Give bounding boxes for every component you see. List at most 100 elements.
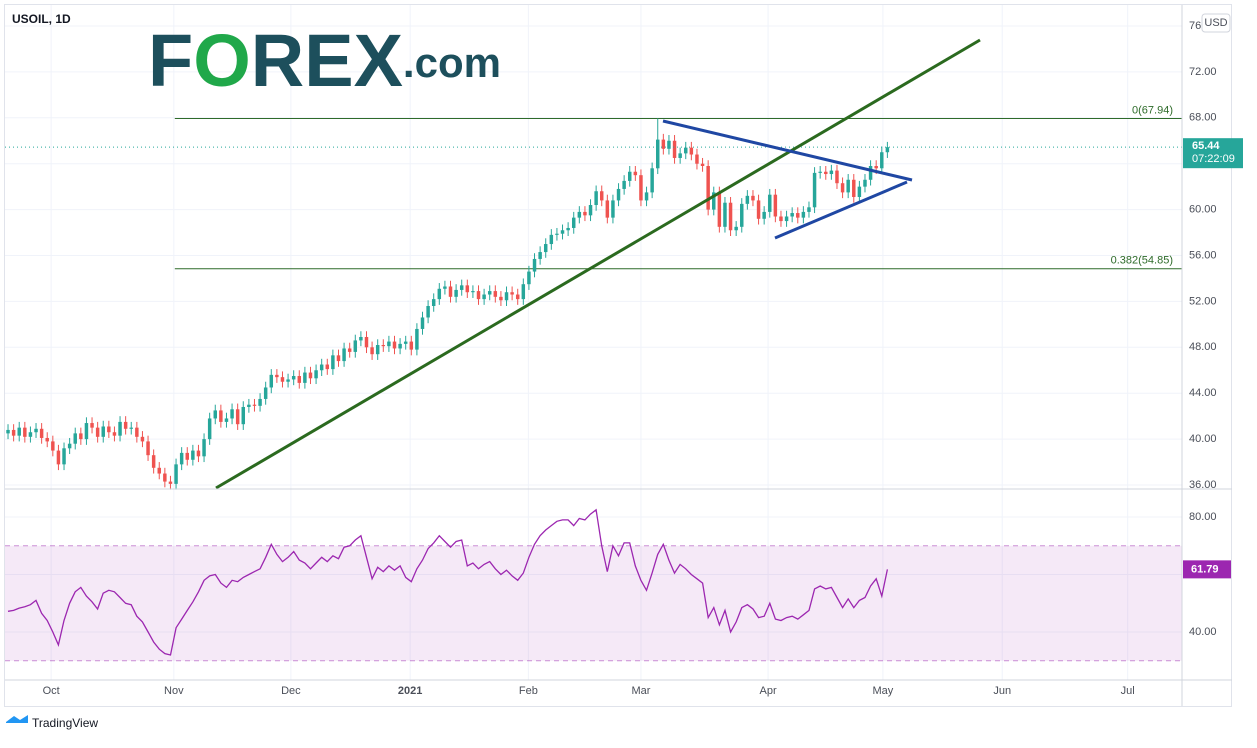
candle-body [375, 345, 380, 355]
candle-body [751, 195, 755, 201]
candle-body [207, 418, 212, 440]
footer-brand[interactable]: TradingView [32, 716, 98, 730]
candle-body [381, 345, 386, 347]
rsi-last-label: 61.79 [1191, 563, 1219, 575]
candle-body [303, 372, 307, 383]
candle-body [280, 377, 285, 382]
candle-body [157, 467, 161, 474]
y-tick-label: 52.00 [1189, 295, 1217, 307]
rsi-line [7, 508, 889, 656]
last-price-box [1183, 138, 1243, 169]
candle-body [728, 202, 733, 231]
candle-body [62, 448, 66, 465]
candle-body [443, 286, 447, 289]
candle-body [527, 271, 531, 285]
candle-body [308, 372, 313, 379]
candle-body [633, 171, 638, 176]
fib-label: 0(67.94) [1132, 104, 1173, 116]
candle-body [56, 450, 61, 465]
candle-body [359, 336, 363, 341]
candle-body [347, 348, 352, 352]
logo-text: FOREX.com [148, 19, 501, 102]
candle-body [571, 217, 576, 228]
candle-body [616, 188, 621, 201]
candle-body [790, 213, 794, 217]
candle-body [639, 175, 643, 201]
y-tick-label: 80.00 [1189, 511, 1217, 523]
x-tick-label: Nov [164, 685, 184, 697]
candle-body [51, 441, 55, 451]
candle-body [342, 348, 346, 362]
y-tick-label: 44.00 [1189, 387, 1217, 399]
candle-body [146, 441, 150, 456]
candle-body [331, 355, 335, 370]
candle-body [73, 433, 77, 444]
candle-body [39, 428, 44, 438]
candle-body [583, 211, 587, 216]
candle-body [482, 294, 486, 300]
candle-body [151, 455, 156, 468]
candle-body [840, 183, 845, 193]
candle-body [689, 147, 694, 155]
candle-body [880, 152, 884, 169]
candle-body [588, 205, 593, 216]
candle-body [118, 421, 122, 436]
candle-body [258, 398, 262, 406]
candle-body [812, 172, 817, 208]
candle-body [79, 433, 83, 440]
chart-frame [4, 4, 1232, 707]
candle-body [465, 285, 470, 293]
candle-body [23, 427, 27, 437]
candle-body [835, 170, 839, 184]
candle-body [437, 288, 442, 300]
logo: FOREX.com [148, 19, 501, 102]
symbol-title: USOIL, 1D [12, 12, 71, 26]
candle-body [387, 341, 391, 347]
candle-body [695, 154, 699, 164]
candle-body [28, 432, 33, 437]
candle-body [191, 450, 195, 460]
candle-body [269, 374, 274, 388]
candle-body [818, 171, 822, 173]
candle-body [599, 191, 604, 201]
candle-body [17, 427, 21, 436]
candle-body [476, 291, 481, 300]
candle-body [263, 387, 268, 399]
candle-body [773, 194, 778, 217]
y-tick-label: 36.00 [1189, 479, 1217, 491]
rsi-band [5, 545, 1182, 661]
candle-body [868, 166, 873, 180]
candle-body [577, 211, 582, 218]
candle-body [650, 168, 654, 193]
logo-suffix: REX [251, 19, 403, 102]
candle-body [297, 376, 302, 383]
candle-body [740, 203, 744, 227]
x-tick-label: Mar [631, 685, 650, 697]
candle-body [857, 186, 862, 197]
candle-body [252, 404, 257, 406]
triangle-upper [662, 119, 913, 182]
candle-body [712, 192, 716, 210]
candle-body [286, 379, 290, 382]
candle-body [628, 171, 632, 181]
candle-body [863, 179, 867, 187]
x-tick-label: Dec [281, 685, 301, 697]
candle-body [219, 410, 223, 422]
candle-body [336, 355, 341, 362]
x-tick-label: Jun [993, 685, 1011, 697]
candle-body [107, 426, 111, 433]
candle-body [510, 292, 514, 295]
candle-body [807, 207, 811, 212]
candle-body [566, 227, 570, 231]
candle-body [499, 296, 503, 301]
logo-mark: O [193, 19, 251, 102]
candle-body [291, 376, 296, 380]
trend-line [215, 38, 981, 490]
candle-body [95, 427, 100, 437]
candle-body [717, 192, 722, 227]
candle-body [515, 294, 520, 300]
candle-body [454, 289, 458, 297]
candle-body [34, 428, 38, 433]
candle-body [672, 140, 677, 158]
